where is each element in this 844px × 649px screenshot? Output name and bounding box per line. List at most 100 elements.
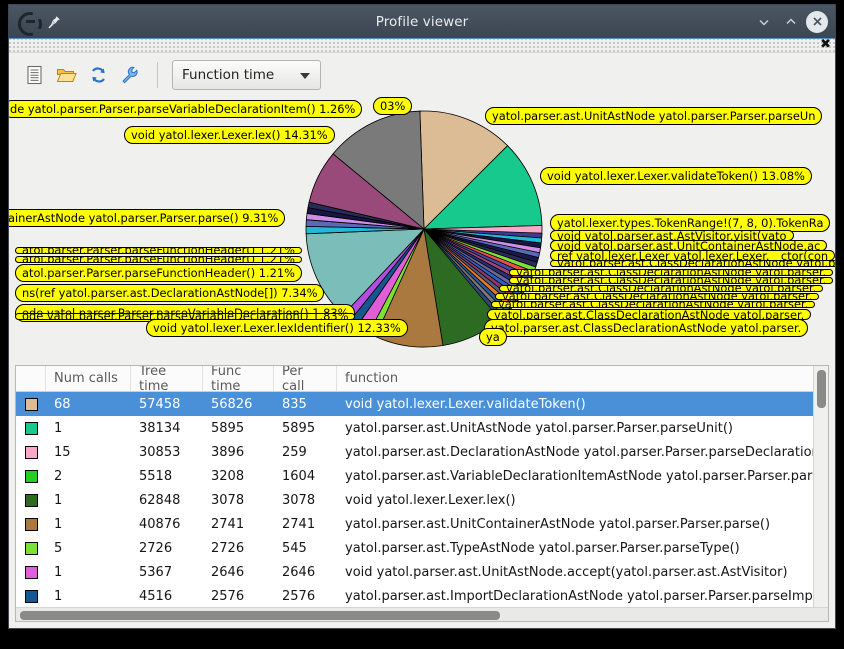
color-swatch-icon bbox=[24, 445, 38, 459]
pie-slice-label: atol.parser.Parser.parseFunctionHeader()… bbox=[15, 256, 302, 263]
cell-tree-time: 4516 bbox=[139, 588, 173, 604]
toolbar-drag-handle[interactable]: ✖ bbox=[9, 37, 835, 53]
cell-tree-time: 57458 bbox=[139, 396, 181, 412]
column-header-per-call[interactable]: Per call bbox=[274, 366, 337, 394]
color-swatch-icon bbox=[24, 541, 38, 555]
cell-tree-time: 30853 bbox=[139, 444, 181, 460]
cell-per-call: 2576 bbox=[282, 588, 316, 604]
column-header-function[interactable]: function bbox=[337, 366, 828, 391]
cell-function: yatol.parser.ast.DeclarationAstNode yato… bbox=[345, 444, 828, 460]
color-swatch-icon bbox=[24, 421, 38, 435]
title-bar: Profile viewer bbox=[9, 5, 835, 39]
cell-tree-time: 5518 bbox=[139, 468, 173, 484]
cell-per-call: 2741 bbox=[282, 516, 316, 532]
horizontal-scrollbar-thumb[interactable] bbox=[20, 611, 500, 620]
pie-slice-label: ainerAstNode yatol.parser.Parser.parse()… bbox=[9, 209, 286, 227]
row-color-swatch bbox=[16, 488, 46, 512]
refresh-icon[interactable] bbox=[85, 62, 111, 88]
chevron-down-icon bbox=[300, 73, 310, 79]
pie-slice[interactable] bbox=[423, 145, 543, 230]
table-row[interactable]: 1 62848 3078 3078 void yatol.lexer.Lexer.lex… bbox=[16, 488, 828, 512]
pie-slice-label: atol.parser.Parser.parseFunctionHeader()… bbox=[15, 247, 302, 254]
table-row[interactable]: 5 2726 2726 545 yatol.parser.ast.TypeAstNode… bbox=[16, 536, 828, 560]
pie-slice-label: void yatol.lexer.Lexer.validateToken() 1… bbox=[540, 167, 812, 185]
cell-function: void yatol.lexer.Lexer.validateToken() bbox=[345, 396, 586, 412]
pie-slice-label: yatol.parser.ast.ClassDeclarationAstNode… bbox=[509, 277, 834, 284]
pie-slice[interactable] bbox=[419, 110, 509, 230]
cell-func-time: 2576 bbox=[211, 588, 245, 604]
row-color-swatch bbox=[16, 512, 46, 536]
vertical-scrollbar[interactable] bbox=[813, 366, 828, 607]
table-row[interactable]: 1 38134 5895 5895 yatol.parser.ast.UnitAstNo… bbox=[16, 416, 828, 440]
cell-per-call: 545 bbox=[282, 540, 307, 556]
table-row[interactable]: 2 5518 3208 1604 yatol.parser.ast.VariableDe… bbox=[16, 464, 828, 488]
cell-num-calls: 2 bbox=[54, 468, 63, 484]
cell-per-call: 1604 bbox=[282, 468, 316, 484]
cell-function: yatol.parser.ast.TypeAstNode yatol.parse… bbox=[345, 540, 740, 556]
color-swatch-icon bbox=[24, 469, 38, 483]
cell-function: void yatol.parser.ast.UnitAstNode.accept… bbox=[345, 564, 788, 580]
toolbar-close-icon[interactable]: ✖ bbox=[820, 37, 831, 52]
pie-slice[interactable] bbox=[332, 110, 425, 230]
open-folder-icon[interactable] bbox=[53, 62, 79, 88]
table-row[interactable]: 15 30853 3896 259 yatol.parser.ast.Declarati… bbox=[16, 440, 828, 464]
color-swatch-icon bbox=[24, 565, 38, 579]
cell-num-calls: 1 bbox=[54, 588, 63, 604]
color-swatch-icon bbox=[24, 493, 38, 507]
toolbar: Function time bbox=[9, 53, 835, 97]
column-header-func-time[interactable]: Func time bbox=[203, 366, 274, 394]
cell-num-calls: 1 bbox=[54, 564, 63, 580]
window-controls bbox=[752, 10, 835, 34]
maximize-button[interactable] bbox=[779, 10, 803, 34]
pie-chart[interactable] bbox=[9, 97, 835, 361]
cell-num-calls: 1 bbox=[54, 492, 63, 508]
wrench-icon[interactable] bbox=[117, 62, 143, 88]
table-row[interactable]: 1 4516 2576 2576 yatol.parser.ast.ImportDecl… bbox=[16, 584, 828, 608]
cell-per-call: 5895 bbox=[282, 420, 316, 436]
row-color-swatch bbox=[16, 536, 46, 560]
cell-function: void yatol.lexer.Lexer.lex() bbox=[345, 492, 516, 508]
cell-func-time: 2741 bbox=[211, 516, 245, 532]
window-title: Profile viewer bbox=[375, 13, 469, 30]
column-header-color[interactable] bbox=[16, 366, 46, 391]
color-swatch-icon bbox=[24, 397, 38, 411]
row-color-swatch bbox=[16, 464, 46, 488]
mode-select-value: Function time bbox=[182, 67, 275, 83]
cell-function: yatol.parser.ast.UnitContainerAstNode ya… bbox=[345, 516, 771, 532]
app-logo-icon bbox=[18, 12, 37, 31]
table-body: 68 57458 56826 835 void yatol.lexer.Lexer.va… bbox=[16, 392, 828, 621]
horizontal-scrollbar[interactable] bbox=[16, 607, 828, 621]
color-swatch-icon bbox=[24, 517, 38, 531]
cell-tree-time: 2726 bbox=[139, 540, 173, 556]
row-color-swatch bbox=[16, 392, 46, 416]
table-row[interactable]: 1 5367 2646 2646 void yatol.parser.ast.UnitA… bbox=[16, 560, 828, 584]
pie-slice-label: yatol.parser.ast.ClassDeclarationAstNode… bbox=[499, 285, 824, 292]
close-icon bbox=[812, 17, 822, 26]
chevron-up-icon bbox=[786, 18, 796, 24]
cell-func-time: 5895 bbox=[211, 420, 245, 436]
document-icon[interactable] bbox=[21, 62, 47, 88]
cell-per-call: 259 bbox=[282, 444, 307, 460]
minimize-button[interactable] bbox=[752, 10, 776, 34]
cell-func-time: 3208 bbox=[211, 468, 245, 484]
cell-func-time: 3896 bbox=[211, 444, 245, 460]
pie-slice-label: yatol.parser.ast.ClassDeclarationAstNode… bbox=[491, 301, 816, 308]
cell-per-call: 835 bbox=[282, 396, 307, 412]
close-button[interactable] bbox=[806, 10, 828, 33]
column-header-tree-time[interactable]: Tree time bbox=[131, 366, 203, 394]
cell-per-call: 2646 bbox=[282, 564, 316, 580]
pin-icon[interactable] bbox=[46, 14, 62, 30]
row-color-swatch bbox=[16, 584, 46, 608]
table-row[interactable]: 68 57458 56826 835 void yatol.lexer.Lexer.va… bbox=[16, 392, 828, 416]
pie-slice-label: yatol.lexer.types.TokenRange!(7, 8, 0).T… bbox=[550, 214, 831, 232]
vertical-scrollbar-thumb[interactable] bbox=[817, 370, 826, 408]
pie-slice-label: void yatol.lexer.Lexer.lex() 14.31% bbox=[124, 126, 335, 144]
mode-select[interactable]: Function time bbox=[172, 60, 321, 90]
table-row[interactable]: 1 40876 2741 2741 yatol.parser.ast.UnitConta… bbox=[16, 512, 828, 536]
column-header-num-calls[interactable]: Num calls bbox=[46, 366, 131, 391]
profile-viewer-window: Profile viewer ✖ bbox=[8, 4, 836, 629]
color-swatch-icon bbox=[24, 589, 38, 603]
cell-func-time: 2726 bbox=[211, 540, 245, 556]
row-color-swatch bbox=[16, 440, 46, 464]
cell-num-calls: 1 bbox=[54, 516, 63, 532]
